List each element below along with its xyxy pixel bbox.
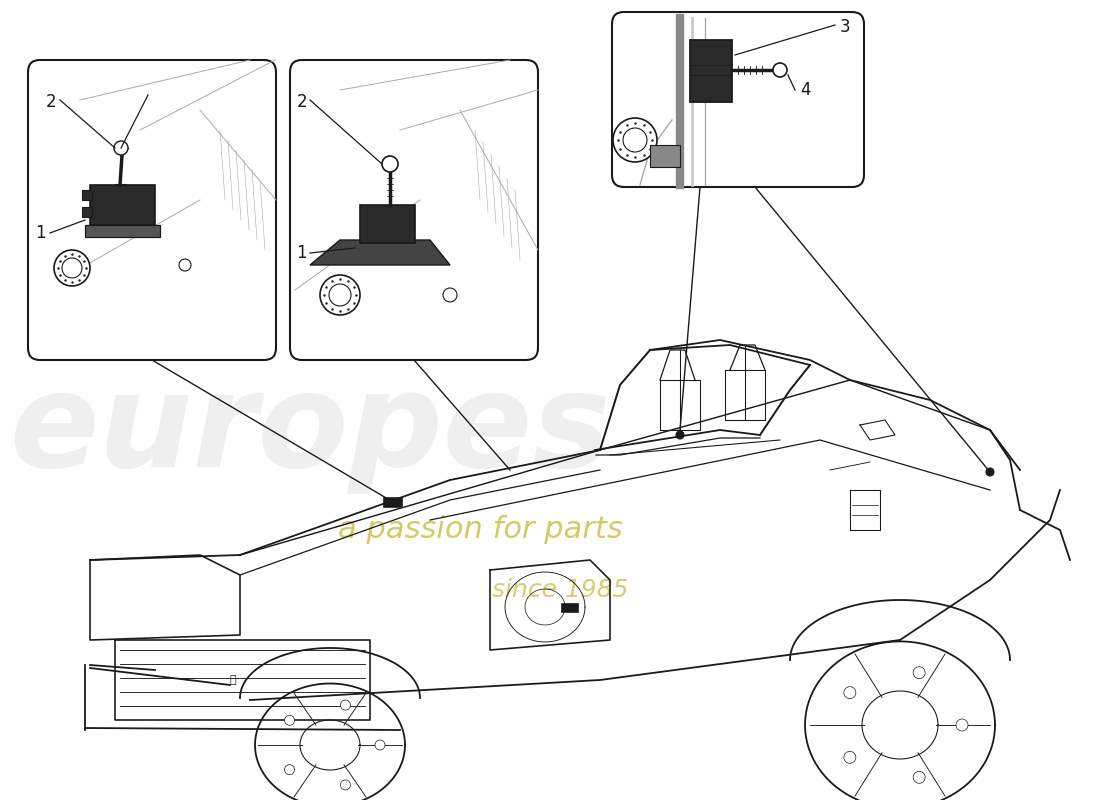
Text: europes: europes — [9, 366, 610, 494]
Circle shape — [623, 128, 647, 152]
FancyBboxPatch shape — [82, 190, 92, 200]
Text: 2: 2 — [297, 93, 308, 111]
Text: 🐴: 🐴 — [230, 675, 236, 685]
Text: since 1985: since 1985 — [492, 578, 628, 602]
Circle shape — [956, 719, 968, 731]
FancyBboxPatch shape — [612, 12, 864, 187]
Text: a passion for parts: a passion for parts — [338, 515, 623, 545]
FancyBboxPatch shape — [384, 498, 402, 507]
Text: 4: 4 — [800, 81, 811, 99]
FancyBboxPatch shape — [28, 60, 276, 360]
Text: 1: 1 — [35, 224, 45, 242]
Circle shape — [179, 259, 191, 271]
Text: 2: 2 — [46, 93, 56, 111]
Circle shape — [913, 771, 925, 783]
Circle shape — [773, 63, 786, 77]
Circle shape — [285, 765, 295, 774]
Circle shape — [62, 258, 82, 278]
FancyBboxPatch shape — [690, 40, 732, 102]
Circle shape — [676, 431, 684, 439]
Circle shape — [443, 288, 456, 302]
Polygon shape — [310, 240, 450, 265]
Text: 3: 3 — [840, 18, 850, 36]
Text: 1: 1 — [296, 244, 307, 262]
Circle shape — [114, 141, 128, 155]
FancyBboxPatch shape — [360, 205, 415, 243]
FancyBboxPatch shape — [650, 145, 680, 167]
Circle shape — [913, 666, 925, 678]
Circle shape — [341, 700, 351, 710]
FancyBboxPatch shape — [290, 60, 538, 360]
Circle shape — [844, 751, 856, 763]
FancyBboxPatch shape — [562, 604, 578, 612]
Circle shape — [986, 468, 994, 476]
Circle shape — [285, 715, 295, 726]
Circle shape — [329, 284, 351, 306]
FancyBboxPatch shape — [82, 207, 92, 217]
Circle shape — [54, 250, 90, 286]
Circle shape — [320, 275, 360, 315]
Circle shape — [375, 740, 385, 750]
FancyBboxPatch shape — [85, 225, 160, 237]
Circle shape — [341, 780, 351, 790]
FancyBboxPatch shape — [90, 185, 155, 225]
Circle shape — [382, 156, 398, 172]
Circle shape — [844, 686, 856, 698]
Circle shape — [613, 118, 657, 162]
